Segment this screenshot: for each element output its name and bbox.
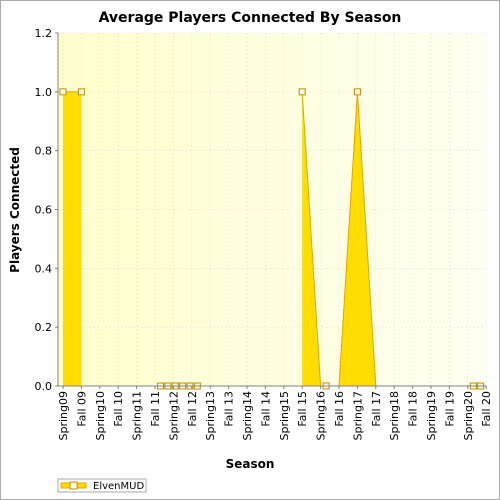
x-tick-label: Fall 19	[443, 391, 456, 427]
y-tick-label: 0.2	[35, 321, 53, 334]
y-axis-title: Players Connected	[8, 147, 22, 273]
x-tick-label: Fall 17	[370, 391, 383, 427]
x-tick-label: Fall 12	[186, 391, 199, 427]
data-point-marker	[353, 88, 361, 96]
legend: ElvenMUD	[57, 478, 147, 493]
y-tick-label: 0.4	[35, 262, 53, 275]
x-tick-label: Fall 10	[112, 391, 125, 427]
y-tick-label: 0.0	[35, 380, 53, 393]
x-tick-label: Fall 09	[75, 391, 88, 427]
y-tick-label: 0.8	[35, 145, 53, 158]
x-tick-label: Fall 16	[333, 391, 346, 427]
x-axis-title: Season	[226, 457, 275, 471]
y-tick-labels: 0.0 0.2 0.4 0.6 0.8 1.0 1.2	[35, 27, 58, 393]
x-tick-label: Fall 18	[407, 391, 420, 427]
x-tick-label: Fall 11	[149, 391, 162, 427]
area-fills	[63, 91, 487, 386]
y-tick-label: 0.6	[35, 204, 53, 217]
x-tick-label: Spring10	[94, 391, 107, 441]
area-fill-segment	[302, 91, 487, 386]
x-tick-label: Spring14	[241, 391, 254, 441]
x-tick-label: Spring11	[131, 391, 144, 441]
area-fill-segment	[63, 91, 82, 386]
x-tick-label: Spring20	[462, 391, 475, 441]
x-tick-label: Spring17	[351, 391, 364, 441]
legend-marker	[69, 481, 78, 490]
x-tick-label: Spring12	[167, 391, 180, 441]
x-tick-label: Fall 15	[296, 391, 309, 427]
legend-label: ElvenMUD	[93, 481, 144, 492]
y-tick-label: 1.2	[35, 27, 53, 40]
legend-box	[57, 478, 147, 493]
x-tick-label: Spring18	[388, 391, 401, 441]
chart-title: Average Players Connected By Season	[99, 10, 402, 26]
x-tick-label: Spring09	[57, 391, 70, 441]
x-tick-label: Fall 20	[480, 391, 493, 427]
y-tick-label: 1.0	[35, 86, 53, 99]
x-tick-label: Spring13	[204, 391, 217, 441]
data-point-marker	[77, 88, 85, 96]
x-tick-label: Fall 13	[223, 391, 236, 427]
x-tick-label: Spring16	[315, 391, 328, 441]
x-tick-label: Fall 14	[259, 391, 272, 427]
x-tick-labels: Spring09 Fall 09 Spring10 Fall 10 Spring11 Fa…	[57, 386, 493, 441]
x-tick-label: Spring19	[425, 391, 438, 441]
x-tick-label: Spring15	[278, 391, 291, 441]
data-point-marker	[298, 88, 306, 96]
data-point-marker	[59, 88, 67, 96]
